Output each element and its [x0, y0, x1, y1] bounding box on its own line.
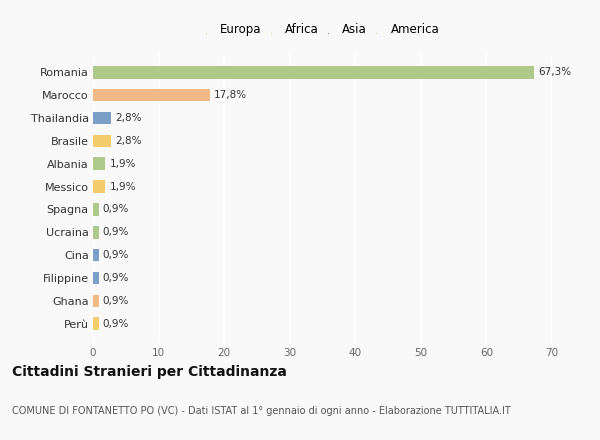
Text: 1,9%: 1,9%	[109, 159, 136, 169]
Text: Cittadini Stranieri per Cittadinanza: Cittadini Stranieri per Cittadinanza	[12, 365, 287, 379]
Bar	[93, 249, 99, 261]
Text: 1,9%: 1,9%	[109, 182, 136, 191]
Bar	[93, 180, 106, 193]
Bar	[93, 89, 210, 102]
Text: 67,3%: 67,3%	[538, 67, 571, 77]
Bar	[93, 66, 534, 79]
Text: 0,9%: 0,9%	[103, 250, 129, 260]
Text: 0,9%: 0,9%	[103, 319, 129, 329]
Text: 0,9%: 0,9%	[103, 273, 129, 283]
Text: 2,8%: 2,8%	[115, 136, 142, 146]
Bar	[93, 272, 99, 284]
Text: 0,9%: 0,9%	[103, 227, 129, 237]
Bar	[93, 203, 99, 216]
Text: 17,8%: 17,8%	[214, 90, 247, 100]
Text: 0,9%: 0,9%	[103, 205, 129, 214]
Text: COMUNE DI FONTANETTO PO (VC) - Dati ISTAT al 1° gennaio di ogni anno - Elaborazi: COMUNE DI FONTANETTO PO (VC) - Dati ISTA…	[12, 406, 511, 416]
Bar	[93, 317, 99, 330]
Bar	[93, 135, 112, 147]
Bar	[93, 226, 99, 238]
Legend: Europa, Africa, Asia, America: Europa, Africa, Asia, America	[203, 21, 442, 39]
Text: 0,9%: 0,9%	[103, 296, 129, 306]
Text: 2,8%: 2,8%	[115, 113, 142, 123]
Bar	[93, 112, 112, 124]
Bar	[93, 158, 106, 170]
Bar	[93, 294, 99, 307]
